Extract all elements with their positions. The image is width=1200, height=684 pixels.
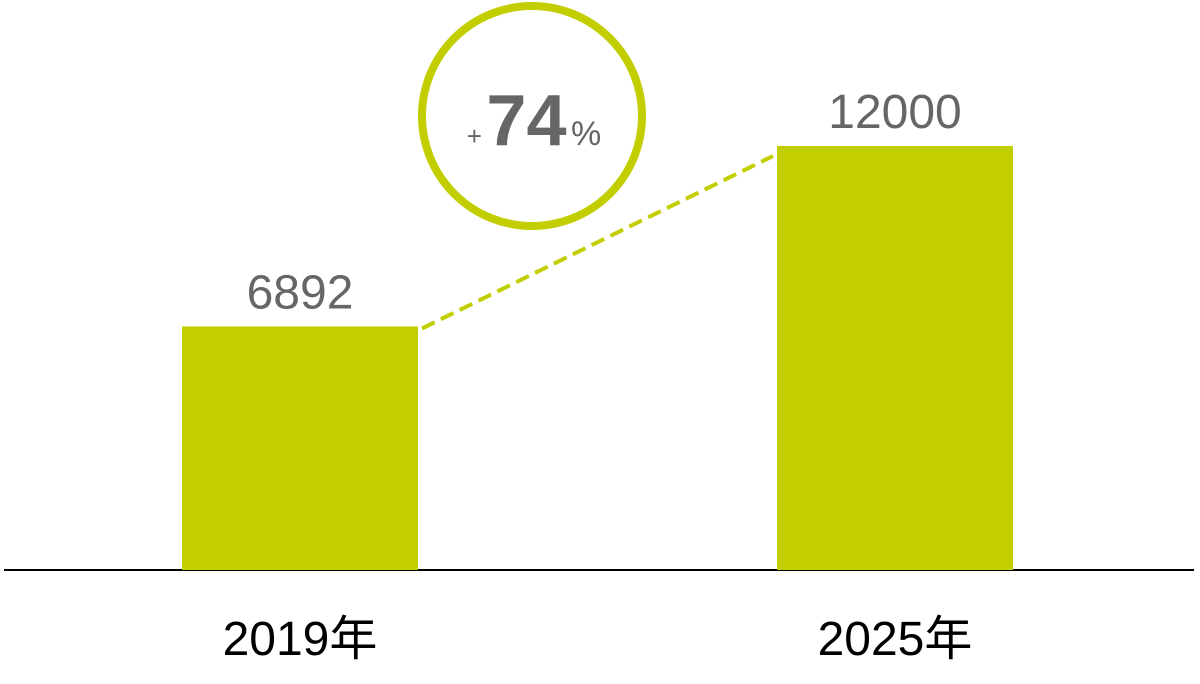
growth-prefix: +: [467, 121, 482, 151]
growth-badge-ring: [418, 2, 646, 230]
growth-badge: + 74 %: [418, 2, 646, 230]
growth-badge-text: + 74 %: [467, 81, 601, 161]
growth-value: 74: [486, 81, 566, 161]
category-label-0: 2019年: [223, 613, 378, 666]
bar-1: [777, 146, 1013, 570]
value-label-0: 6892: [247, 266, 354, 319]
labels-layer: 6892 2019年 12000 2025年: [223, 86, 973, 666]
growth-connector-line: [421, 154, 774, 331]
bars-layer: [182, 146, 1013, 570]
value-label-1: 12000: [828, 86, 961, 139]
growth-suffix: %: [571, 115, 601, 153]
bar-0: [182, 326, 418, 570]
category-label-1: 2025年: [818, 613, 973, 666]
